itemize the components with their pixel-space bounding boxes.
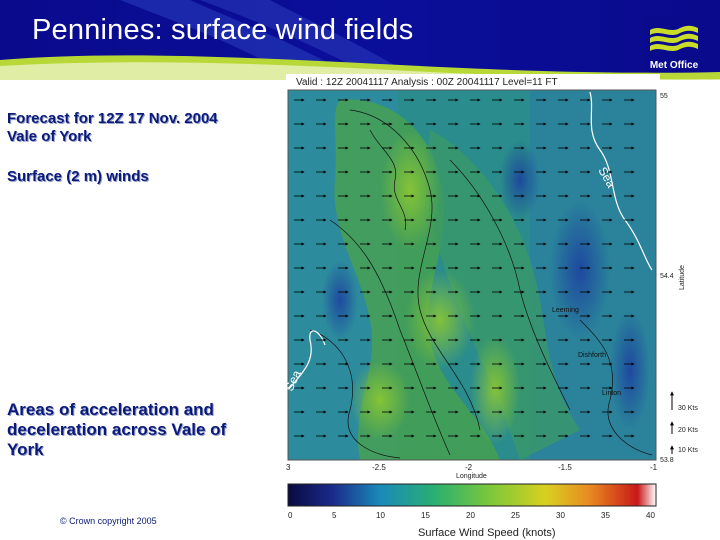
cbar-tick-0: 0 (288, 511, 293, 520)
cbar-tick-30: 30 (556, 511, 565, 520)
lat-axis-label: Latitude (679, 265, 686, 290)
cbar-tick-25: 25 (511, 511, 520, 520)
lat-tick-54-4: 54.4 (660, 273, 674, 280)
surface-winds-text: Surface (2 m) winds (7, 168, 149, 185)
lon-tick-3: 3 (286, 463, 291, 472)
place-leeming: Leeming (552, 307, 579, 314)
vector-key-20: 20 Kts (678, 427, 698, 434)
forecast-text: Forecast for 12Z 17 Nov. 2004 Vale of Yo… (7, 110, 218, 146)
areas-line-1: Areas of acceleration and (7, 400, 214, 419)
colorbar-label: Surface Wind Speed (knots) (418, 527, 556, 539)
copyright-note: © Crown copyright 2005 (60, 516, 157, 526)
place-dishforth: Dishforth (578, 352, 606, 359)
areas-text: Areas of acceleration and deceleration a… (7, 400, 226, 460)
lat-tick-55: 55 (660, 93, 668, 100)
colorbar (287, 483, 657, 507)
cbar-tick-20: 20 (466, 511, 475, 520)
lat-tick-53-8: 53.8 (660, 457, 674, 464)
areas-line-3: York (7, 440, 44, 459)
lon-tick-2-5: -2.5 (372, 463, 386, 472)
lon-tick-2: -2 (465, 463, 473, 472)
met-office-logo: Met Office (646, 16, 702, 72)
lon-tick-1-5: -1.5 (558, 463, 572, 472)
forecast-line: Forecast for 12Z 17 Nov. 2004 (7, 110, 218, 127)
header-background (0, 0, 720, 80)
slide-header: Pennines: surface wind fields Met Office (0, 0, 720, 80)
cbar-tick-5: 5 (332, 511, 337, 520)
lon-axis-label: Longitude (456, 473, 487, 480)
cbar-tick-35: 35 (601, 511, 610, 520)
east-coastline (589, 91, 653, 271)
logo-text: Met Office (649, 60, 699, 71)
cbar-tick-10: 10 (376, 511, 385, 520)
map-header-bg (286, 74, 660, 88)
vector-key-30: 30 Kts (678, 405, 698, 412)
areas-line-2: deceleration across Vale of (7, 420, 227, 439)
wind-vectors (294, 98, 635, 436)
cbar-tick-40: 40 (646, 511, 655, 520)
map-field (287, 89, 657, 461)
map-header: Valid : 12Z 20041117 Analysis : 00Z 2004… (296, 77, 558, 88)
vector-key-10: 10 Kts (678, 447, 698, 454)
west-coastline (287, 330, 326, 391)
location-line: Vale of York (7, 128, 92, 145)
place-linton: Linton (602, 390, 621, 397)
wind-field-figure: Valid : 12Z 20041117 Analysis : 00Z 2004… (282, 74, 698, 539)
met-office-logo-icon (646, 16, 702, 72)
lon-tick-1: -1 (650, 463, 658, 472)
slide-title: Pennines: surface wind fields (32, 14, 414, 46)
cbar-tick-15: 15 (421, 511, 430, 520)
